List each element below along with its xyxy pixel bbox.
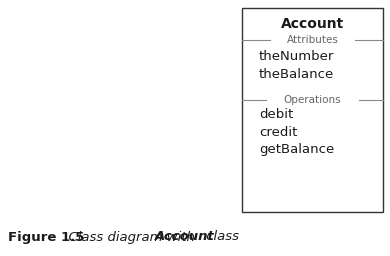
Text: Figure 1.5: Figure 1.5 [8, 230, 84, 243]
Text: Account: Account [281, 17, 344, 31]
Text: Class diagram with: Class diagram with [60, 230, 199, 243]
Text: Attributes: Attributes [287, 35, 339, 45]
Text: credit: credit [259, 125, 297, 138]
Bar [242, 8, 383, 212]
Text: Operations: Operations [284, 95, 341, 105]
Text: theBalance: theBalance [259, 68, 334, 80]
Text: theNumber: theNumber [259, 49, 334, 62]
Text: getBalance: getBalance [259, 143, 334, 155]
Text: debit: debit [259, 109, 293, 122]
Text: class: class [202, 230, 239, 243]
Text: Account: Account [155, 230, 215, 243]
